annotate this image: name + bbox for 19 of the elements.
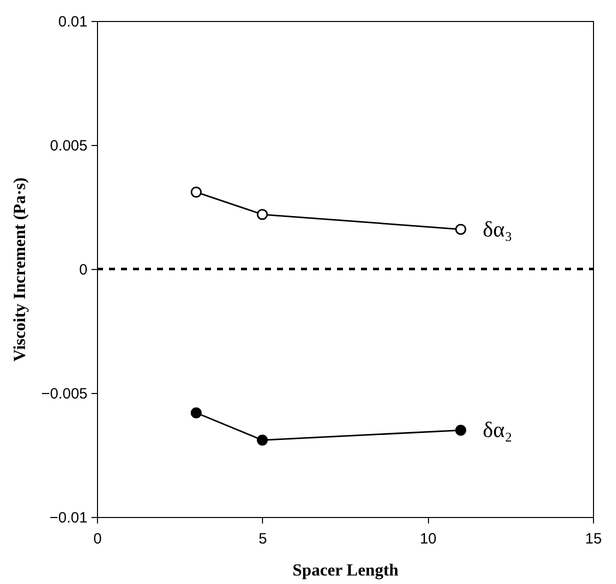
y-tick-label: 0: [79, 262, 88, 278]
x-tick-label: 10: [420, 530, 437, 548]
point: [455, 424, 466, 436]
point: [190, 407, 202, 418]
y-tick-label: 0.01: [58, 14, 88, 30]
y-tick-label: −0.01: [50, 510, 88, 526]
series-label: δα₂: [482, 417, 512, 442]
x-tick-label: 0: [93, 530, 102, 548]
x-axis-title: Spacer Length: [292, 560, 400, 580]
point: [455, 224, 466, 235]
y-axis-title: Viscoity Increment (Pa·s): [10, 177, 30, 362]
y-tick-label: 0.005: [50, 138, 88, 154]
x-tick-label: 15: [585, 530, 602, 548]
x-tick-label: 5: [258, 530, 268, 548]
point: [256, 208, 268, 220]
point: [256, 434, 268, 446]
series-label: δα₃: [482, 216, 512, 242]
y-tick-label: −0.005: [41, 386, 88, 402]
point: [190, 186, 202, 198]
